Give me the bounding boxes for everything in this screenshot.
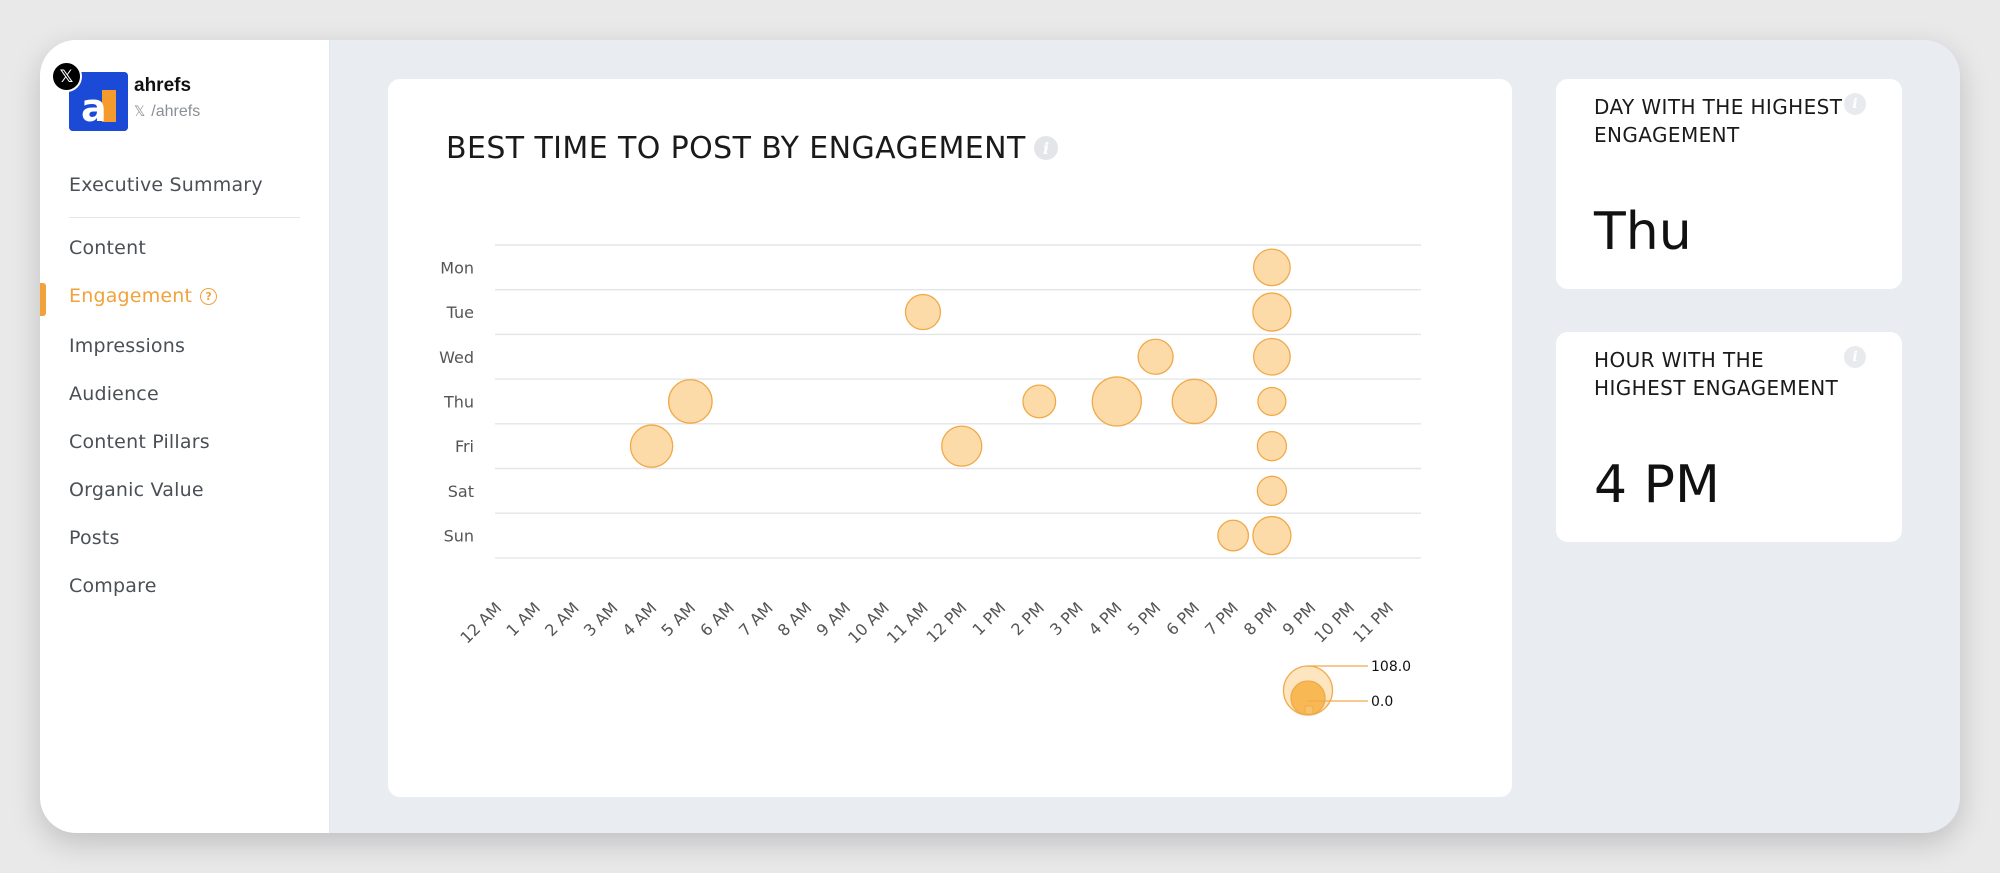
bubble-point	[629, 424, 674, 468]
bubble-point	[1257, 386, 1287, 417]
x-tick-label: 11 PM	[1349, 598, 1397, 646]
help-icon[interactable]: ?	[200, 288, 218, 305]
day-stat-card: DAY WITH THE HIGHEST ENGAGEMENT Thu i	[1556, 79, 1902, 289]
hour-stat-card: HOUR WITH THE HIGHEST ENGAGEMENT 4 PM i	[1556, 332, 1902, 542]
nav-executive-summary[interactable]: Executive Summary	[69, 174, 263, 196]
nav-active-indicator	[40, 283, 46, 316]
hour-info-icon[interactable]: i	[1844, 346, 1866, 368]
bubble-point	[1252, 248, 1291, 287]
sidebar: 𝕏 a ahrefs 𝕏 /ahrefs Executive Summary C…	[40, 40, 330, 833]
day-info-icon[interactable]: i	[1844, 93, 1866, 115]
x-tick-label: 6 PM	[1162, 598, 1203, 639]
engagement-chart-card: BEST TIME TO POST BY ENGAGEMENT i Mon Tue…	[388, 79, 1512, 797]
y-tick-label: Sat	[448, 482, 474, 501]
x-tick-label: 4 AM	[619, 598, 661, 640]
size-legend-max-label: 108.0	[1371, 659, 1411, 675]
nav-engagement[interactable]: Engagement?	[69, 285, 218, 307]
bubble-point	[1252, 337, 1291, 376]
nav-engagement-label: Engagement	[69, 285, 193, 307]
size-legend-min-mark	[1304, 705, 1314, 715]
x-platform-icon: 𝕏	[51, 61, 82, 92]
svg-text:a: a	[81, 86, 107, 130]
nav-posts[interactable]: Posts	[69, 527, 120, 549]
y-tick-label: Tue	[446, 303, 474, 322]
bubble-point	[1091, 376, 1142, 427]
x-tick-label: 3 PM	[1046, 598, 1087, 639]
profile-handle-text: /ahrefs	[151, 103, 201, 120]
x-tick-label: 1 AM	[502, 598, 544, 640]
bubble-point	[1171, 378, 1218, 425]
size-legend-min-label: 0.0	[1371, 694, 1393, 710]
x-tick-label: 10 AM	[844, 598, 893, 647]
x-tick-label: 5 PM	[1124, 598, 1165, 639]
x-tick-label: 5 AM	[657, 598, 699, 640]
nav-audience[interactable]: Audience	[69, 383, 159, 405]
x-tick-label: 2 PM	[1007, 598, 1048, 639]
x-tick-label: 7 PM	[1201, 598, 1242, 639]
x-tick-label: 8 AM	[774, 598, 816, 640]
x-tick-label: 7 AM	[735, 598, 777, 640]
x-tick-label: 2 AM	[541, 598, 583, 640]
bubble-point	[1252, 515, 1292, 556]
x-tick-label: 11 AM	[883, 598, 932, 647]
nav-compare[interactable]: Compare	[69, 575, 157, 597]
bubble-point	[1137, 338, 1174, 375]
bubble-point	[1256, 475, 1288, 507]
hour-stat-value: 4 PM	[1594, 455, 1720, 515]
info-icon[interactable]: i	[1034, 136, 1058, 160]
nav-content-pillars[interactable]: Content Pillars	[69, 431, 210, 453]
y-tick-label: Fri	[455, 437, 474, 456]
chart-title: BEST TIME TO POST BY ENGAGEMENT	[446, 131, 1026, 166]
y-tick-label: Wed	[439, 348, 474, 367]
x-tick-label: 3 AM	[580, 598, 622, 640]
x-tick-label: 1 PM	[969, 598, 1010, 639]
x-small-icon: 𝕏	[134, 104, 146, 120]
x-tick-label: 8 PM	[1240, 598, 1281, 639]
bubble-point	[904, 293, 942, 331]
x-tick-label: 12 AM	[456, 598, 505, 647]
bubble-point	[1256, 430, 1288, 462]
nav-content[interactable]: Content	[69, 237, 146, 259]
nav-organic-value[interactable]: Organic Value	[69, 479, 204, 501]
bubble-point	[1022, 384, 1057, 419]
x-tick-label: 12 PM	[923, 598, 971, 646]
y-tick-label: Mon	[440, 258, 474, 277]
profile-name: ahrefs	[134, 75, 192, 96]
nav-divider	[69, 217, 300, 218]
y-tick-label: Thu	[443, 392, 474, 411]
nav-impressions[interactable]: Impressions	[69, 335, 186, 357]
size-legend-mid-bubble	[1290, 680, 1326, 716]
app-window: 𝕏 a ahrefs 𝕏 /ahrefs Executive Summary C…	[40, 40, 1960, 833]
x-tick-label: 10 PM	[1310, 598, 1358, 646]
bubble-point	[941, 425, 983, 467]
bubble-point	[1252, 292, 1292, 332]
day-stat-value: Thu	[1594, 202, 1692, 262]
x-tick-label: 6 AM	[696, 598, 738, 640]
x-tick-label: 4 PM	[1085, 598, 1126, 639]
y-tick-label: Sun	[444, 527, 474, 546]
bubble-point	[1217, 519, 1250, 552]
day-stat-label: DAY WITH THE HIGHEST ENGAGEMENT	[1594, 95, 1843, 147]
bubble-point	[667, 379, 713, 424]
hour-stat-label: HOUR WITH THE HIGHEST ENGAGEMENT	[1594, 348, 1839, 400]
profile-handle: 𝕏 /ahrefs	[134, 103, 200, 121]
